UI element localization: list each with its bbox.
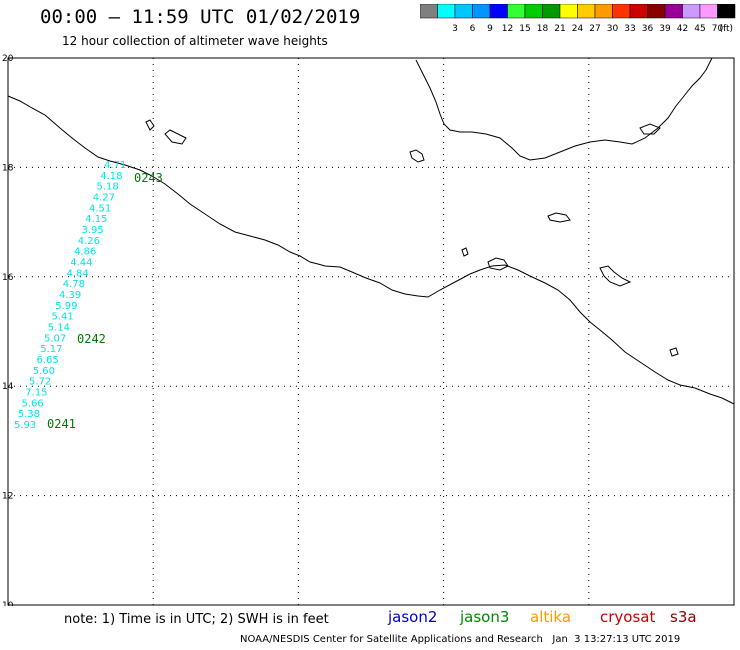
wave-height-label: 5.41 [52,312,74,323]
lake [164,129,187,145]
credit-line: NOAA/NESDIS Center for Satellite Applica… [240,634,681,645]
wave-height-label: 5.18 [97,182,119,193]
color-scale-label: 6 [470,24,476,34]
map-grid [8,58,734,605]
altimeter-track: 4.714.185.184.274.514.153.954.264.864.44… [14,160,126,431]
lake [461,247,469,257]
chart-subtitle: 12 hour collection of altimeter wave hei… [62,34,328,48]
lake [547,212,571,223]
color-swatch [717,4,736,19]
wave-height-label: 4.15 [85,214,107,225]
lake [599,265,632,287]
wave-height-label: 5.07 [44,333,66,344]
wave-height-label: 4.51 [89,203,111,214]
gulf-coastline [415,57,713,161]
wave-height-label: 3.95 [82,225,104,236]
latitude-tick-label: 20 [2,54,14,64]
axis-tick-labels: -105-102-99-96-93-90201816141210 [2,54,14,606]
color-scale-legend: 3 6 9 12 15 18 21 24 27 30 33 36 39 42 45 70(ft) [420,4,736,34]
lake [639,123,661,135]
wave-height-label: 4.27 [93,193,115,204]
wave-height-label: 4.84 [67,268,89,279]
satellite-altika: altika [530,608,572,626]
pass-time-label: 0241 [47,417,76,431]
lake [409,149,425,163]
color-scale-label: 39 [659,24,671,34]
color-scale-unit: (ft) [719,24,733,34]
wave-height-label: 5.66 [22,398,44,409]
pass-time-labels: 0243 0242 0241 [47,171,163,431]
color-scale-label: 9 [487,24,493,34]
color-scale-label: 70 [712,24,724,34]
color-scale-label: 36 [642,24,654,34]
pass-time-label: 0243 [134,171,163,185]
wave-height-label: 5.38 [18,409,40,420]
footer-note: note: 1) Time is in UTC; 2) SWH is in fe… [64,612,329,627]
wave-height-label: 5.99 [55,301,77,312]
latitude-tick-label: 18 [2,163,14,173]
wave-height-label: 4.78 [63,279,85,290]
map-frame [7,57,735,606]
wave-height-label: 5.93 [14,420,36,431]
wave-height-label: 4.18 [100,171,122,182]
wave-height-label: 7.15 [25,388,47,399]
lake [145,119,155,131]
color-scale-label: 18 [537,24,549,34]
wave-height-label: 6.65 [37,355,59,366]
color-scale-label: 30 [607,24,619,34]
wave-height-label: 4.26 [78,236,100,247]
satellite-s3a: s3a [670,608,697,626]
satellite-cryosat: cryosat [600,608,656,626]
wave-height-label: 5.60 [33,366,55,377]
lake [487,257,509,271]
mainland-coastline [7,95,735,405]
satellite-jason2: jason2 [388,608,438,626]
latitude-tick-label: 14 [2,382,14,392]
color-scale-label: 3 [452,24,458,34]
color-scale-label: 33 [624,24,635,34]
latitude-tick-label: 10 [2,601,14,606]
latitude-tick-label: 12 [2,492,13,502]
color-scale-label: 45 [694,24,705,34]
coastline [7,57,735,405]
wave-height-label: 5.17 [40,344,62,355]
wave-height-label: 4.44 [70,258,92,269]
color-scale-label: 24 [572,24,584,34]
color-scale-label: 42 [677,24,688,34]
chart-title: 00:00 – 11:59 UTC 01/02/2019 [40,6,361,28]
wave-height-label: 5.14 [48,323,70,334]
color-scale-label: 12 [502,24,513,34]
pass-time-label: 0242 [77,332,106,346]
wave-height-label: 4.86 [74,247,96,258]
color-scale-label: 15 [519,24,530,34]
color-scale-label: 27 [589,24,600,34]
wave-height-map: 4.714.185.184.274.514.153.954.264.864.44… [2,54,735,606]
lake [669,347,679,357]
color-scale-label: 21 [554,24,565,34]
latitude-tick-label: 16 [2,273,14,283]
satellite-jason3: jason3 [460,608,510,626]
wave-height-label: 4.71 [104,160,126,171]
wave-height-label: 4.39 [59,290,81,301]
wave-height-label: 5.72 [29,377,51,388]
